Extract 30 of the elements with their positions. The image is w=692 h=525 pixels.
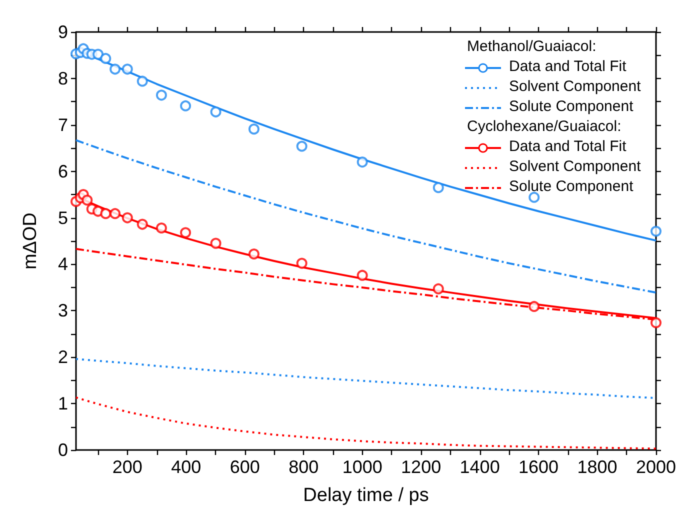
y-tick-label: 0 [58,440,68,460]
legend-label: Data and Total Fit [509,58,628,75]
y-tick-label: 5 [58,208,68,228]
x-axis-title: Delay time / ps [303,485,429,506]
x-tick-label: 1200 [401,457,442,477]
x-tick-label: 1000 [342,457,382,477]
y-tick-label: 2 [58,347,68,368]
annotation: Methanol/Guaiacol: [467,38,596,55]
annotation: Cyclohexane/Guaiacol: [467,118,622,135]
x-tick-label: 800 [288,457,319,477]
x-tick-label: 1600 [518,457,559,477]
legend-label: Solute Component [509,178,634,195]
legend-label: Solvent Component [509,158,642,175]
x-tick-label: 400 [171,457,202,477]
y-tick-label: 6 [58,161,68,182]
y-tick-label: 3 [58,300,68,321]
y-tick-label: 9 [58,22,68,42]
x-tick-label: 600 [230,457,260,477]
y-tick-label: 7 [58,114,68,135]
x-tick-label: 1800 [577,457,618,477]
legend-label: Solvent Component [509,78,642,95]
y-tick-label: 1 [58,394,68,414]
y-axis-title: mΔOD [20,212,41,270]
x-tick-label: 1400 [460,457,500,477]
x-tick-label: 2000 [636,457,676,477]
y-tick-label: 8 [58,68,68,88]
legend-label: Solute Component [509,98,634,115]
x-tick-label: 200 [112,457,142,477]
y-tick-label: 4 [58,254,68,274]
legend-label: Data and Total Fit [509,138,628,155]
